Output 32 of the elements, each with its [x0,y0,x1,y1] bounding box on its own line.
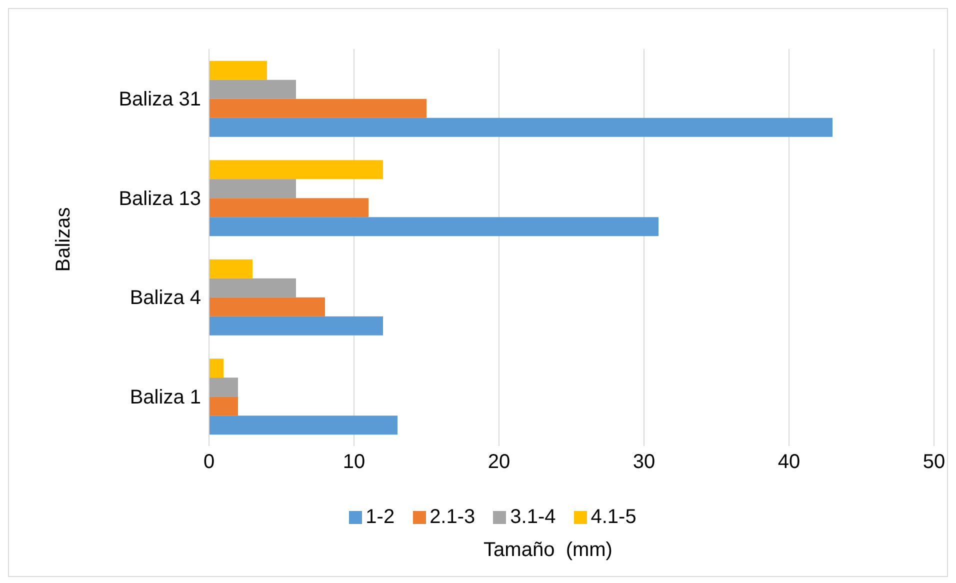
bar [209,416,398,435]
bar [209,259,252,278]
bar [209,60,267,80]
bar [209,278,296,298]
bar [209,297,325,316]
x-tick-label: 20 [488,451,510,474]
bar [209,378,238,397]
bar [209,179,296,198]
x-tick-label: 0 [203,451,215,474]
y-tick-label: Baliza 4 [130,287,201,310]
legend-label: 1-2 [366,506,395,528]
y-tick-label: Baliza 31 [118,88,201,111]
x-tick-label: 40 [778,451,800,474]
x-tick-label: 50 [922,451,946,474]
bar [209,118,832,137]
legend-label: 4.1-5 [590,506,636,528]
bar [209,160,383,180]
bar [209,98,426,118]
legend-label: 3.1-4 [510,506,556,528]
y-axis-title: Balizas [52,206,76,272]
y-tick-label: Baliza 13 [118,188,201,210]
x-tick-label: 10 [342,451,366,474]
x-axis-title: Tamaño (mm) [482,539,614,562]
x-tick-label: 30 [632,451,656,474]
bar [209,316,383,336]
legend-label: 2.1-3 [430,506,476,528]
bar [209,358,224,378]
bar [209,217,658,236]
y-tick-label: Baliza 1 [130,386,201,408]
bar [209,396,238,416]
bar [209,198,368,218]
bar [209,80,296,99]
